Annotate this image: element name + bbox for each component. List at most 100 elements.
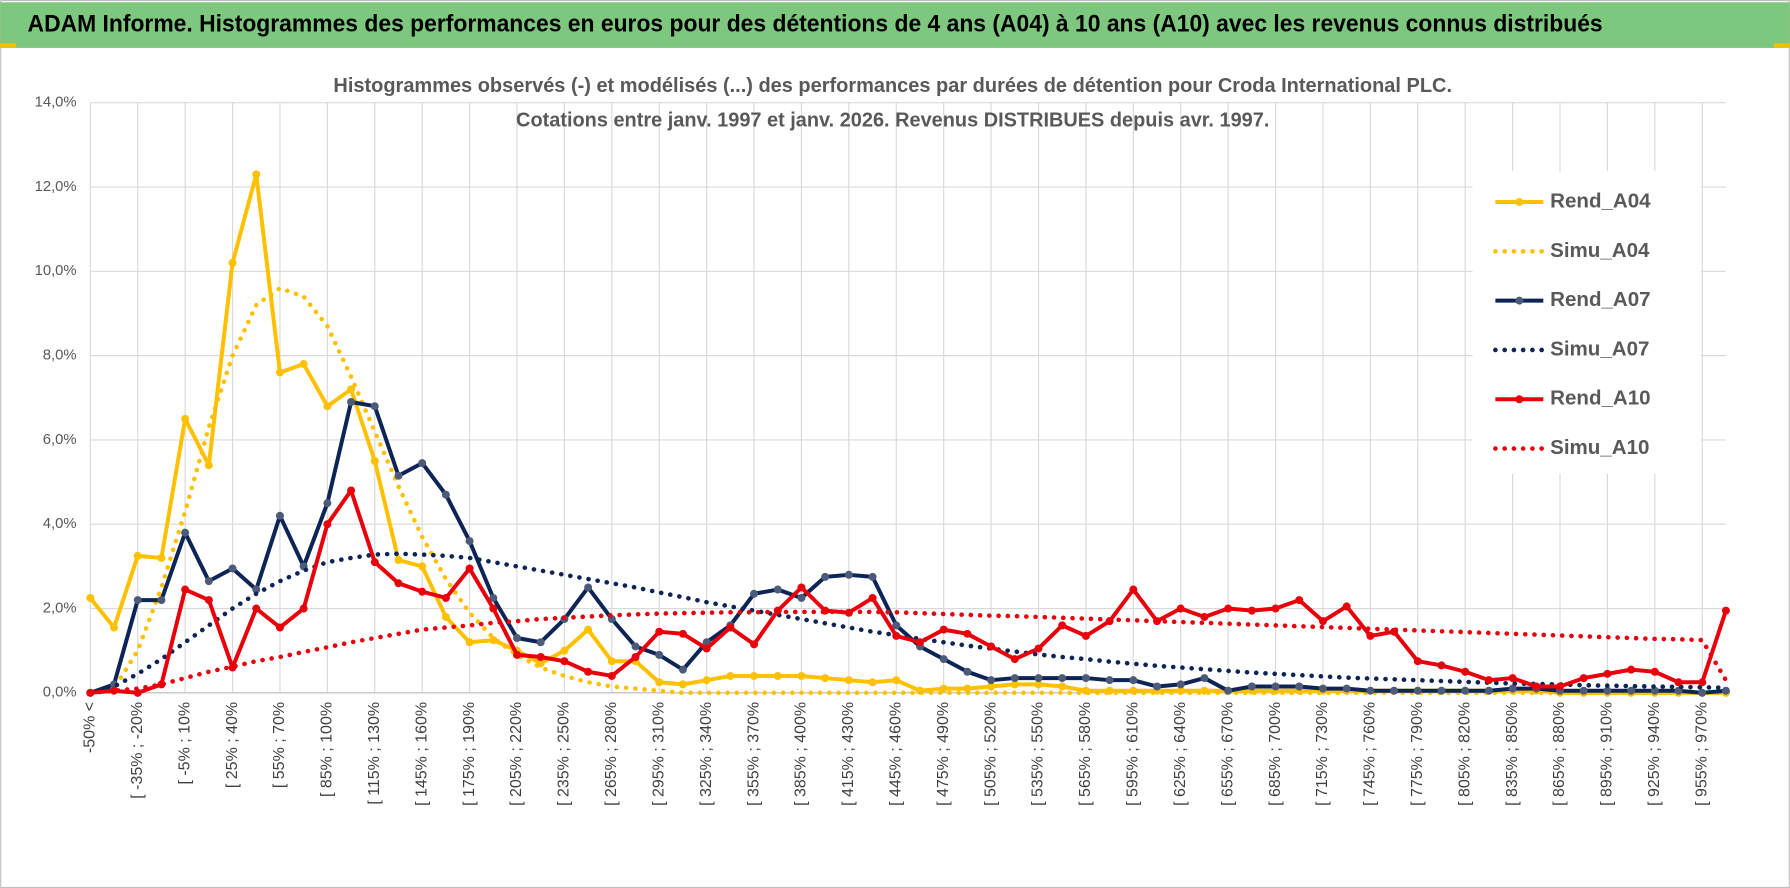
point xyxy=(394,579,403,588)
x-tick-label: [ 805% ; 820% xyxy=(1456,702,1473,806)
x-tick-label: [ 205% ; 220% xyxy=(508,702,525,806)
point xyxy=(323,402,332,411)
point xyxy=(323,499,332,508)
point xyxy=(750,589,759,598)
point xyxy=(110,623,119,632)
point xyxy=(1247,682,1256,691)
point xyxy=(1721,686,1730,695)
point xyxy=(1318,617,1327,626)
point xyxy=(1579,674,1588,683)
point xyxy=(299,604,308,613)
x-tick-label: [ 295% ; 310% xyxy=(650,702,667,806)
point xyxy=(655,627,664,636)
banner-corner xyxy=(0,43,17,48)
point xyxy=(275,368,284,377)
point xyxy=(1129,676,1138,685)
x-tick-label: [ 325% ; 340% xyxy=(698,702,715,806)
point xyxy=(1579,686,1588,695)
legend-marker xyxy=(1515,296,1524,305)
x-tick-label: [ -35% ; -20% xyxy=(129,702,146,799)
y-tick-label: 0,0% xyxy=(43,685,77,701)
point xyxy=(1674,678,1683,687)
point xyxy=(1508,684,1517,693)
x-tick-label: [ 85% ; 100% xyxy=(319,702,336,797)
banner-corner xyxy=(1773,43,1790,48)
x-tick-label: [ 265% ; 280% xyxy=(603,702,620,806)
point xyxy=(797,593,806,602)
legend: Rend_A04 Simu_A04 Rend_A07 Simu_A07 Rend_A10… xyxy=(1493,189,1651,459)
point xyxy=(441,612,450,621)
x-tick-label: [ 415% ; 430% xyxy=(840,702,857,806)
point xyxy=(939,655,948,664)
point xyxy=(394,471,403,480)
point xyxy=(584,583,593,592)
banner xyxy=(0,2,1790,48)
point xyxy=(963,684,972,693)
point xyxy=(110,686,119,695)
point xyxy=(797,671,806,680)
point xyxy=(1176,680,1185,689)
point xyxy=(584,625,593,634)
point xyxy=(655,678,664,687)
point xyxy=(1461,667,1470,676)
point xyxy=(513,634,521,643)
x-tick-label: [ 685% ; 700% xyxy=(1267,702,1284,806)
point xyxy=(1342,684,1351,693)
point xyxy=(1603,669,1612,678)
point xyxy=(181,528,190,537)
legend-marker xyxy=(1515,198,1524,207)
x-tick-label: [ 175% ; 190% xyxy=(461,702,478,806)
point xyxy=(702,644,711,653)
point xyxy=(1271,682,1280,691)
point xyxy=(584,667,593,676)
point xyxy=(1058,621,1067,630)
y-tick-label: 14,0% xyxy=(35,95,77,111)
point xyxy=(560,657,569,666)
legend-label: Simu_A04 xyxy=(1550,239,1650,262)
point xyxy=(1698,688,1707,697)
point xyxy=(987,676,996,685)
point xyxy=(702,676,711,685)
point xyxy=(1413,686,1422,695)
point xyxy=(1366,686,1375,695)
point xyxy=(1010,680,1019,689)
point xyxy=(465,537,474,546)
point xyxy=(1271,604,1280,613)
x-tick-label: [ 25% ; 40% xyxy=(224,702,241,788)
point xyxy=(987,642,996,651)
point xyxy=(204,577,213,586)
point xyxy=(655,650,664,659)
x-tick-label: [ 775% ; 790% xyxy=(1409,702,1426,806)
x-tick-label: [ 535% ; 550% xyxy=(1030,702,1047,806)
y-tick-label: 6,0% xyxy=(43,432,77,448)
legend-label: Simu_A07 xyxy=(1550,337,1649,360)
x-tick-label: -50% < xyxy=(82,702,99,753)
point xyxy=(1153,682,1162,691)
point xyxy=(1318,684,1327,693)
point xyxy=(252,585,261,594)
point xyxy=(963,667,972,676)
point xyxy=(228,258,237,267)
y-tick-label: 8,0% xyxy=(43,348,77,364)
y-tick-label: 10,0% xyxy=(35,263,77,279)
x-tick-label: [ 625% ; 640% xyxy=(1172,702,1189,806)
point xyxy=(394,556,403,565)
point xyxy=(465,564,474,573)
point xyxy=(821,572,830,581)
point xyxy=(1295,682,1304,691)
point xyxy=(1603,686,1612,695)
point xyxy=(1176,604,1185,613)
point xyxy=(963,629,972,638)
point xyxy=(133,596,142,605)
point xyxy=(939,684,948,693)
point xyxy=(252,170,261,179)
x-tick-label: [ -5% ; 10% xyxy=(176,702,193,785)
legend-marker xyxy=(1515,395,1524,404)
point xyxy=(821,674,830,683)
point xyxy=(1650,686,1659,695)
point xyxy=(299,360,308,369)
point xyxy=(1627,665,1636,674)
y-tick-label: 12,0% xyxy=(35,179,77,195)
point xyxy=(323,520,332,529)
